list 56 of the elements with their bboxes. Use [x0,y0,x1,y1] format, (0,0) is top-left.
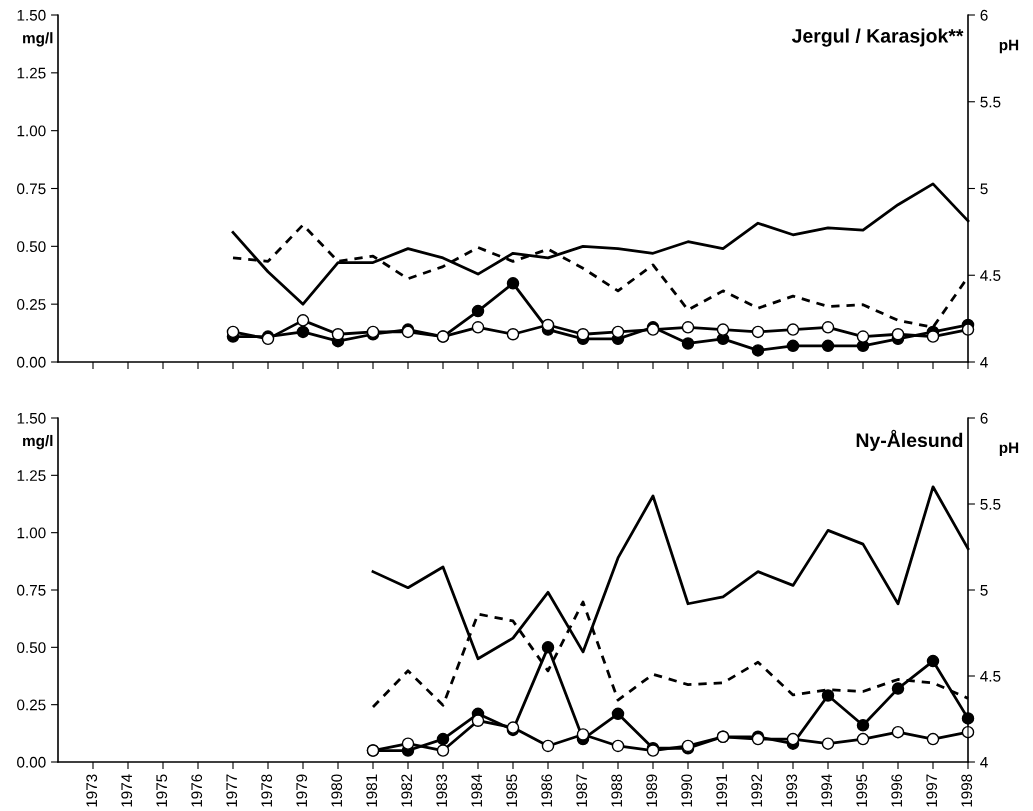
y2-tick-label: 6 [980,9,988,21]
x-tick-label: 1992 [751,774,763,807]
x-tick-label: 1998 [961,774,973,807]
x-tick-label: 1979 [296,774,308,807]
y-tick-label: 1.00 [17,527,46,539]
y-tick-label: 0.00 [17,356,46,368]
x-tick-label: 1991 [716,774,728,807]
y-tick-label: 0.75 [17,584,46,596]
y2-tick-label: 4 [980,357,988,368]
y-axis-title: mg/l [23,434,53,450]
x-tick-label: 1993 [786,774,798,807]
y-tick-label: 0.25 [17,699,46,711]
x-tick-label: 1986 [541,774,553,807]
x-tick-label: 1980 [331,774,343,807]
y-tick-label: 1.50 [17,412,46,424]
y2-tick-label: 5 [980,585,988,596]
y-tick-label: 1.00 [17,125,46,137]
y2-tick-label: 5 [980,183,988,195]
y-tick-label: 0.25 [17,299,46,310]
x-tick-label: 1982 [401,774,413,807]
x-tick-label: 1981 [366,774,378,807]
y-tick-label: 1.25 [17,470,46,482]
y-tick-label: 0.75 [17,183,46,195]
x-tick-label: 1975 [156,774,168,807]
x-tick-label: 1977 [226,774,238,807]
x-tick-label: 1994 [821,774,833,807]
x-tick-label: 1985 [506,774,518,807]
y-tick-label: 0.50 [17,642,46,654]
y2-tick-label: 4.5 [980,671,1001,682]
y2-axis-title: pH [999,442,1019,457]
text: Jergul / Karasjok** [791,28,964,47]
y2-tick-label: 4 [980,757,988,768]
x-tick-label: 1996 [891,774,903,807]
x-tick-label: 1989 [646,774,658,807]
x-tick-label: 1976 [191,774,203,807]
y-tick-label: 0.00 [17,756,46,768]
x-tick-label: 1974 [121,774,133,807]
text: Ny-Ålesund [856,429,963,451]
y2-axis-title: pH [999,39,1019,54]
y2-tick-label: 4.5 [980,270,1001,281]
x-tick-label: 1988 [611,774,623,807]
y2-tick-label: 5.5 [980,499,1001,510]
x-tick-label: 1973 [86,774,98,807]
y2-tick-label: 6 [980,412,988,424]
x-tick-label: 1987 [576,774,588,807]
x-tick-label: 1990 [681,774,693,807]
y-axis-title: mg/l [23,32,53,47]
y-tick-label: 1.25 [17,67,46,79]
y2-tick-label: 5.5 [980,96,1001,108]
y-tick-label: 0.50 [17,241,46,253]
x-tick-label: 1983 [436,774,448,807]
x-tick-label: 1978 [261,774,273,807]
x-tick-label: 1984 [471,774,483,807]
x-tick-label: 1995 [856,774,868,807]
x-tick-label: 1997 [926,774,938,807]
y-tick-label: 1.50 [17,9,46,21]
